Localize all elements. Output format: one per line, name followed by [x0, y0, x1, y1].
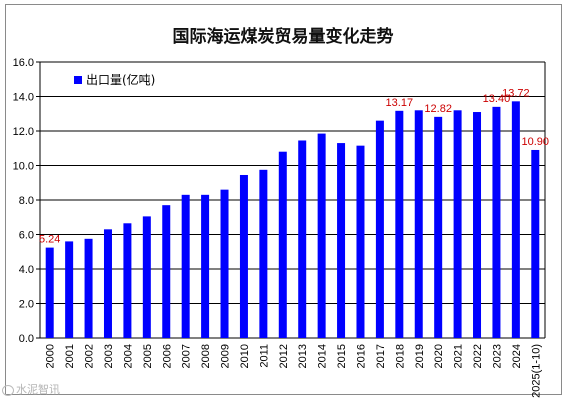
x-tick-label: 2000 [45, 344, 57, 368]
y-tick-label: 14.0 [13, 92, 34, 104]
bar [162, 205, 171, 338]
bar [45, 247, 54, 338]
bar [201, 194, 210, 338]
bar [434, 116, 443, 338]
bar [259, 169, 268, 338]
bar [103, 229, 112, 338]
y-tick-label: 8.0 [19, 195, 34, 207]
bar [511, 101, 520, 338]
x-tick-label: 2004 [122, 344, 134, 368]
bar [84, 238, 93, 338]
x-tick-label: 2018 [394, 344, 406, 368]
x-tick-label: 2011 [258, 344, 270, 368]
x-tick-label: 2005 [142, 344, 154, 368]
bar [123, 223, 132, 338]
data-label: 12.82 [424, 103, 452, 115]
x-tick-label: 2010 [239, 344, 251, 368]
watermark: 水泥智讯 [2, 381, 60, 397]
x-tick-label: 2021 [453, 344, 465, 368]
bar [181, 194, 190, 338]
bar [414, 110, 423, 338]
y-tick-label: 0.0 [19, 333, 34, 345]
x-tick-label: 2013 [297, 344, 309, 368]
x-tick-label: 2008 [200, 344, 212, 368]
data-label: 13.40 [483, 93, 511, 105]
bar [278, 151, 287, 338]
bar [65, 241, 74, 338]
legend: 出口量(亿吨) [74, 72, 155, 87]
x-tick-label: 2012 [278, 344, 290, 368]
x-tick-label: 2001 [64, 344, 76, 368]
data-label: 10.90 [522, 136, 550, 148]
bar [375, 120, 384, 339]
y-tick-label: 16.0 [13, 57, 34, 69]
chart-title: 国际海运煤炭贸易量变化走势 [172, 27, 394, 47]
x-tick-label: 2023 [491, 344, 503, 368]
bar [298, 140, 307, 338]
y-tick-label: 6.0 [19, 230, 34, 242]
x-tick-label: 2020 [433, 344, 445, 368]
x-tick-label: 2017 [375, 344, 387, 368]
x-tick-label: 2019 [414, 344, 426, 368]
x-axis-ticks: 2000 2001 2002 2003 2004 2005 2006 2007 2008 2009… [45, 344, 543, 398]
y-tick-label: 10.0 [13, 161, 34, 173]
bar [531, 149, 540, 338]
x-tick-label: 2024 [511, 344, 523, 368]
bar [317, 133, 326, 338]
x-tick-label: 2022 [472, 344, 484, 368]
watermark-text: 水泥智讯 [16, 383, 60, 396]
y-tick-label: 12.0 [13, 126, 34, 138]
x-tick-label: 2006 [161, 344, 173, 368]
x-tick-label: 2007 [181, 344, 193, 368]
legend-label: 出口量(亿吨) [86, 72, 155, 87]
grid-lines [39, 61, 546, 339]
x-tick-label: 2009 [220, 344, 232, 368]
y-tick-label: 4.0 [19, 264, 34, 276]
bar [142, 216, 151, 338]
bar [395, 110, 404, 338]
y-axis-ticks: 0.0 2.0 4.0 6.0 8.0 10.0 12.0 14.0 16.0 [13, 57, 40, 345]
watermark-icon [2, 384, 14, 396]
legend-swatch [74, 76, 82, 84]
bar-series [45, 101, 540, 339]
data-label: 13.72 [502, 87, 530, 99]
bar [337, 143, 346, 338]
data-label: 5.24 [39, 234, 60, 246]
bar [453, 110, 462, 338]
bar [492, 106, 501, 338]
x-tick-label: 2015 [336, 344, 348, 368]
x-tick-label: 2014 [317, 344, 329, 368]
bar [473, 112, 482, 339]
bar [239, 174, 248, 338]
x-tick-label: 2003 [103, 344, 115, 368]
y-tick-label: 2.0 [19, 299, 34, 311]
x-tick-label: 2002 [84, 344, 96, 368]
x-tick-label: 2025(1-10) [530, 344, 542, 398]
bar [220, 189, 229, 338]
data-label: 13.17 [386, 97, 414, 109]
bar [356, 145, 365, 338]
x-tick-label: 2016 [355, 344, 367, 368]
